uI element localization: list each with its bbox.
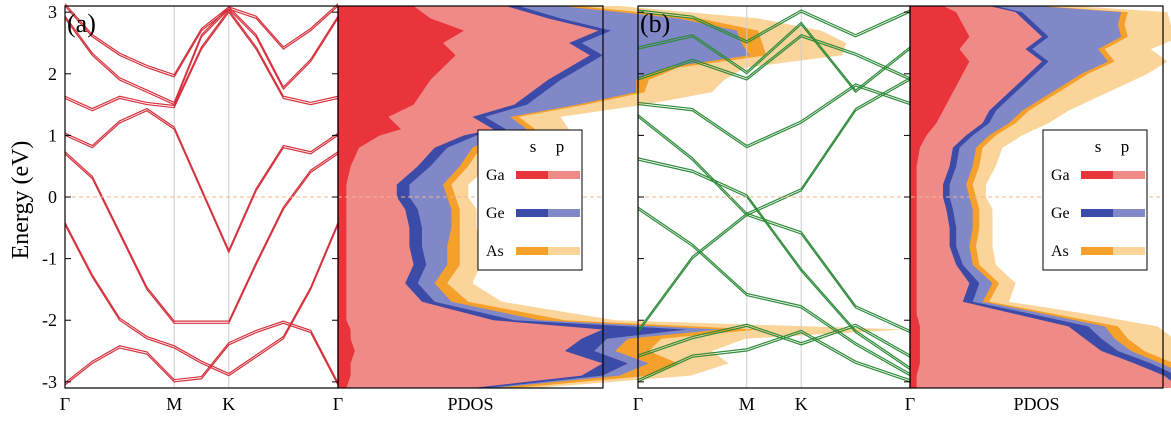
k-point-label: M — [739, 394, 755, 414]
band-line — [637, 79, 911, 217]
band-line — [637, 331, 911, 383]
k-point-label: Γ — [905, 394, 915, 414]
pdos-area-ga-s — [910, 6, 970, 388]
legend-entry-label: Ge — [486, 205, 505, 222]
band-line — [637, 208, 911, 377]
band-line — [64, 107, 339, 252]
legend-column-header: s — [1095, 137, 1102, 156]
legend-entry-label: Ga — [486, 167, 505, 184]
legend-column-header: p — [1121, 137, 1130, 156]
pdos-axis-label: PDOS — [447, 394, 493, 414]
band-line — [64, 8, 339, 106]
legend-swatch-s — [1081, 209, 1113, 217]
band-line — [64, 320, 339, 384]
band-line — [637, 212, 911, 331]
legend-swatch-s — [1081, 171, 1113, 179]
k-point-label: Γ — [633, 394, 643, 414]
band-line — [64, 224, 339, 377]
k-point-label: K — [795, 394, 808, 414]
legend-swatch-s — [516, 209, 548, 217]
y-axis-label: Energy (eV) — [8, 141, 34, 260]
k-point-label: Γ — [60, 394, 70, 414]
legend-swatch-p — [1113, 171, 1145, 179]
legend-swatch-p — [1113, 247, 1145, 255]
band-line — [64, 11, 339, 112]
k-point-label: K — [222, 394, 235, 414]
legend-box — [477, 129, 583, 271]
band-line — [637, 23, 911, 94]
legend-entry-label: Ge — [1051, 205, 1070, 222]
y-tick-label: -3 — [42, 372, 57, 392]
band-line — [637, 159, 911, 371]
y-tick-label: 3 — [48, 2, 57, 22]
legend-swatch-s — [516, 247, 548, 255]
band-line — [637, 9, 911, 42]
band-line — [637, 157, 911, 368]
legend-entry-label: As — [1051, 243, 1069, 260]
legend-box — [1042, 129, 1148, 271]
legend-column-header: s — [530, 137, 537, 156]
band-line — [64, 322, 339, 386]
band-line — [637, 206, 911, 375]
band-line — [64, 8, 339, 110]
band-line — [637, 85, 911, 149]
pdos-area-ga-s — [338, 6, 464, 388]
legend-swatch-p — [548, 171, 580, 179]
panel-label: (b) — [640, 9, 670, 38]
pdos-area-ga-p — [910, 6, 1171, 388]
band-line — [637, 83, 911, 147]
band-line — [637, 11, 911, 44]
band-line — [637, 214, 911, 334]
y-tick-label: 2 — [48, 64, 57, 84]
y-tick-label: 1 — [48, 125, 57, 145]
legend-swatch-s — [516, 171, 548, 179]
panel-a: -3 -2 -1 0 1 2 3 Γ M K Γ PDOS (a) s p Ga Ge As — [42, 2, 905, 414]
band-line — [637, 33, 911, 79]
band-line — [64, 222, 339, 375]
band-line — [637, 77, 911, 215]
legend-swatch-p — [1113, 209, 1145, 217]
panel-b: Γ M K Γ PDOS (b) s p Ga Ge As — [633, 5, 1171, 414]
band-line — [64, 151, 339, 322]
legend-entry-label: As — [486, 243, 504, 260]
y-tick-label: -2 — [42, 310, 57, 330]
band-line — [637, 329, 911, 381]
band-line — [637, 323, 911, 356]
legend-swatch-s — [1081, 247, 1113, 255]
panel-label: (a) — [67, 9, 96, 38]
legend-swatch-p — [548, 247, 580, 255]
k-point-label: Γ — [333, 394, 343, 414]
legend-entry-label: Ga — [1051, 167, 1070, 184]
legend-swatch-p — [548, 209, 580, 217]
pdos-axis-label: PDOS — [1013, 394, 1059, 414]
band-line — [637, 21, 911, 91]
band-line — [64, 110, 339, 254]
band-line — [637, 325, 911, 358]
y-tick-label: 0 — [48, 187, 57, 207]
band-line — [64, 3, 339, 76]
band-line — [637, 36, 911, 81]
k-point-label: M — [166, 394, 182, 414]
band-line — [64, 5, 339, 78]
y-tick-label: -1 — [42, 249, 57, 269]
band-line — [64, 6, 339, 104]
legend-column-header: p — [556, 137, 565, 156]
